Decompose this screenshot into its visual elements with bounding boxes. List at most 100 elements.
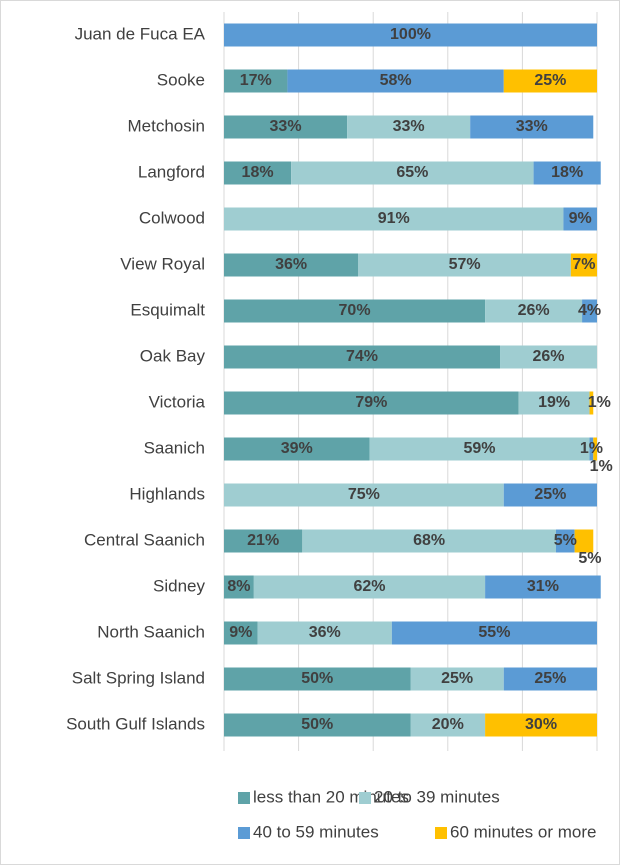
category-label: Esquimalt: [130, 300, 205, 319]
bar-segment: [224, 207, 564, 231]
value-label: 58%: [380, 72, 412, 89]
value-label: 9%: [569, 210, 592, 227]
bar-segment: [302, 529, 556, 553]
bar-segment: [224, 713, 411, 737]
value-label: 7%: [572, 256, 595, 273]
legend-swatch: [435, 827, 447, 839]
category-label: Colwood: [139, 208, 205, 227]
value-label: 36%: [309, 624, 341, 641]
legend-label: 20 to 39 minutes: [374, 787, 500, 806]
bar-segment: [574, 529, 594, 553]
category-label: Salt Spring Island: [72, 668, 205, 687]
bar-segment: [224, 345, 501, 369]
bar-segment: [224, 483, 504, 507]
bar-segment: [485, 575, 601, 599]
value-label: 62%: [353, 578, 385, 595]
legend-swatch: [238, 827, 250, 839]
bar-segment: [224, 299, 486, 323]
value-label: 33%: [516, 118, 548, 135]
bar-segment: [503, 667, 597, 691]
bar-segment: [358, 253, 571, 277]
category-label: View Royal: [120, 254, 205, 273]
bar-segment: [291, 161, 534, 185]
value-label: 20%: [432, 716, 464, 733]
bar-segment: [287, 69, 504, 93]
legend-label: 40 to 59 minutes: [253, 822, 379, 841]
bar-segment: [555, 529, 575, 553]
bar-segment: [593, 437, 597, 461]
category-label: South Gulf Islands: [66, 714, 205, 733]
bar-segment: [518, 391, 590, 415]
bar-segment: [224, 69, 288, 93]
value-label: 50%: [301, 670, 333, 687]
category-label: Sidney: [153, 576, 205, 595]
value-label: 18%: [551, 164, 583, 181]
value-label: 33%: [270, 118, 302, 135]
bar-segment: [470, 115, 594, 139]
bar-segment: [410, 713, 486, 737]
value-label: 55%: [478, 624, 510, 641]
bar-segment: [533, 161, 601, 185]
bar-segment: [410, 667, 504, 691]
value-label: 79%: [355, 394, 387, 411]
category-label: North Saanich: [97, 622, 205, 641]
bar-segment: [563, 207, 597, 231]
value-label: 5%: [578, 550, 601, 567]
value-label: 57%: [449, 256, 481, 273]
category-label: Juan de Fuca EA: [75, 24, 206, 43]
legend-swatch: [359, 792, 371, 804]
bar-segment: [570, 253, 597, 277]
value-label: 91%: [378, 210, 410, 227]
value-label: 25%: [534, 486, 566, 503]
bar-segment: [224, 667, 411, 691]
value-label: 65%: [396, 164, 428, 181]
bar-segment: [369, 437, 590, 461]
value-label: 8%: [227, 578, 250, 595]
value-label: 25%: [534, 72, 566, 89]
value-label: 25%: [534, 670, 566, 687]
category-label: Saanich: [144, 438, 205, 457]
value-label: 19%: [538, 394, 570, 411]
value-label: 75%: [348, 486, 380, 503]
value-label: 68%: [413, 532, 445, 549]
bar-segment: [253, 575, 486, 599]
value-label: 30%: [525, 716, 557, 733]
value-label: 1%: [588, 394, 611, 411]
value-label: 18%: [242, 164, 274, 181]
bar-segment: [503, 483, 597, 507]
category-label: Langford: [138, 162, 205, 181]
value-label: 39%: [281, 440, 313, 457]
value-label: 5%: [554, 532, 577, 549]
value-label: 100%: [390, 26, 431, 43]
value-label: 9%: [229, 624, 252, 641]
category-label: Victoria: [149, 392, 206, 411]
value-label: 17%: [240, 72, 272, 89]
bar-segment: [224, 115, 348, 139]
category-label: Central Saanich: [84, 530, 205, 549]
value-label: 21%: [247, 532, 279, 549]
bar-segment: [224, 437, 370, 461]
bar-segment: [391, 621, 597, 645]
bar-segment: [224, 529, 303, 553]
value-label: 25%: [441, 670, 473, 687]
value-label: 31%: [527, 578, 559, 595]
bar-segment: [500, 345, 597, 369]
value-label: 50%: [301, 716, 333, 733]
value-label: 33%: [393, 118, 425, 135]
bar-segment: [485, 713, 597, 737]
category-label: Sooke: [157, 70, 205, 89]
value-label: 36%: [275, 256, 307, 273]
value-label: 70%: [339, 302, 371, 319]
value-label: 4%: [578, 302, 601, 319]
category-label: Metchosin: [128, 116, 205, 135]
bar-segment: [589, 391, 594, 415]
bar-segment: [257, 621, 392, 645]
legend-swatch: [238, 792, 250, 804]
bar-segment: [224, 621, 258, 645]
bar-segment: [485, 299, 583, 323]
bar-segment: [224, 391, 519, 415]
bar-segment: [589, 437, 594, 461]
legend-label: 60 minutes or more: [450, 822, 596, 841]
value-label: 74%: [346, 348, 378, 365]
